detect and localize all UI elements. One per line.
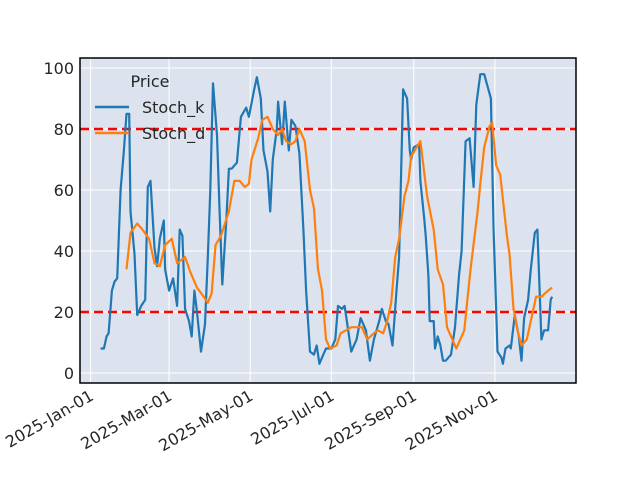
y-tick-label: 0: [64, 364, 74, 383]
y-tick-label: 40: [54, 242, 74, 261]
series-lines: [100, 73, 554, 365]
y-axis: 0 20 40 60 80 100: [43, 59, 74, 383]
series-line-stoch-k: [100, 73, 554, 365]
legend-label-stoch-k: Stoch_k: [142, 98, 205, 118]
y-tick-label: 60: [54, 181, 74, 200]
y-tick-label: 20: [54, 303, 74, 322]
plot-frame: [79, 57, 577, 384]
series-line-stoch-d: [125, 115, 553, 350]
y-tick-label: 100: [43, 59, 74, 78]
x-axis: 2025-Jan-012025-Mar-012025-May-012025-Ju…: [2, 386, 501, 455]
x-tick-label: 2025-Nov-01: [402, 386, 501, 454]
legend: Price Stoch_k Stoch_d: [95, 72, 205, 144]
y-tick-label: 80: [54, 120, 74, 139]
legend-title: Price: [130, 72, 169, 91]
legend-label-stoch-d: Stoch_d: [142, 124, 205, 144]
